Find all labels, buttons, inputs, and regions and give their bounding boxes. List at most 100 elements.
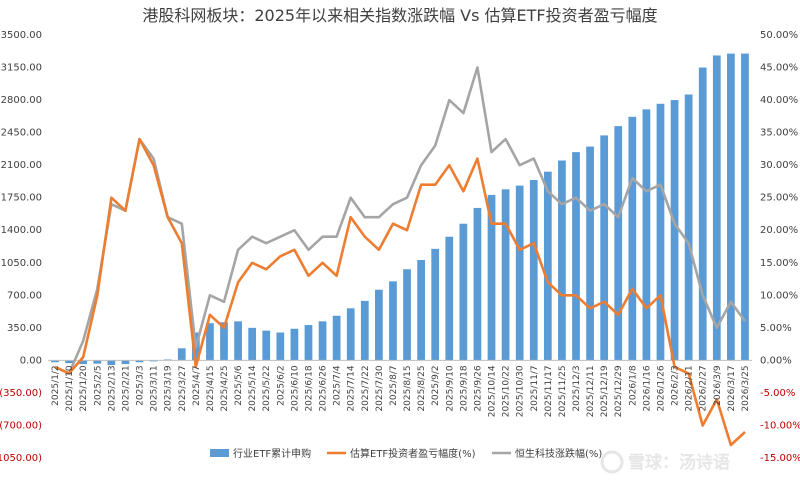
x-tick-label: 2025/12/19 (600, 365, 610, 417)
bar (135, 360, 144, 363)
y-right-tick-label: 10.00% (760, 290, 798, 301)
x-tick-label: 2025/4/7 (192, 365, 202, 405)
x-tick-label: 2026/1/8 (628, 365, 638, 406)
x-tick-label: 2025/5/6 (234, 365, 244, 406)
x-tick-label: 2025/11/25 (558, 365, 568, 417)
bar (670, 100, 679, 361)
x-tick-label: 2025/12/11 (586, 365, 596, 417)
x-tick-label: 2025/6/26 (319, 365, 329, 411)
x-tick-label: 2025/2/5 (93, 365, 103, 405)
x-tick-label: 2025/6/2 (276, 365, 286, 405)
x-tick-label: 2025/7/22 (361, 365, 371, 411)
bar (572, 152, 580, 361)
bar (360, 300, 369, 361)
bar (79, 360, 88, 365)
watermark: 雪球：汤诗语 (600, 450, 730, 474)
bar (628, 116, 637, 361)
hstech-line (54, 66, 747, 375)
x-tick-label: 2025/8/7 (389, 365, 399, 405)
bar (712, 55, 721, 361)
y-right-tick-label: 0.00% (760, 355, 792, 366)
bar (290, 328, 299, 361)
y-right-tick-label: -15.00% (760, 453, 800, 464)
bar (262, 330, 271, 361)
y-right-tick-label: 25.00% (760, 193, 798, 204)
bar (727, 53, 735, 361)
x-tick-label: 2026/1/26 (656, 365, 666, 411)
x-tick-label: 2025/1/20 (79, 365, 89, 411)
x-tick-label: 2025/7/30 (375, 365, 385, 411)
bar (417, 259, 425, 361)
legend-label: 行业ETF累计申购 (233, 447, 311, 460)
y-left-tick-label: 3500.00 (1, 30, 42, 41)
y-right-tick-label: -10.00% (760, 420, 800, 431)
bar (206, 323, 214, 361)
y-right-tick-label: 40.00% (760, 95, 798, 106)
x-tick-label: 2025/5/22 (262, 365, 272, 411)
x-tick-label: 2025/12/3 (572, 365, 582, 411)
y-right-tick-label: 50.00% (760, 30, 798, 41)
x-tick-label: 2025/2/13 (107, 365, 117, 411)
bar (698, 67, 707, 361)
x-tick-label: 2025/11/17 (544, 365, 554, 417)
y-left-tick-label: 350.00 (7, 323, 42, 334)
bar (318, 321, 327, 361)
axes: 3500.00 3150.00 2800.00 2450.00 2100.00 1750.… (0, 30, 800, 464)
bar (403, 269, 411, 361)
bar (51, 360, 59, 363)
x-tick-label: 2025/12/29 (614, 365, 624, 417)
x-tick-label: 2025/9/2 (431, 365, 441, 405)
x-tick-label: 2026/3/25 (741, 365, 751, 411)
legend-label: 恒生科技涨跌幅(%) (515, 447, 602, 460)
bar (529, 180, 538, 361)
y-left-tick-label: 1050.00 (1, 258, 42, 269)
bar (177, 348, 186, 361)
bar (121, 360, 130, 365)
y-right-tick-label: 20.00% (760, 225, 798, 236)
bar (642, 109, 651, 361)
bar (501, 189, 510, 361)
x-tick-label: 2025/10/14 (488, 365, 498, 417)
bar (459, 223, 468, 361)
y-right-tick-label: 5.00% (760, 323, 792, 334)
y-left-tick-label: 0.00 (20, 355, 42, 366)
bar (656, 103, 665, 361)
bar (445, 236, 454, 361)
bar (600, 135, 609, 361)
bar (346, 308, 355, 361)
x-tick-label: 2025/9/10 (445, 365, 455, 411)
y-left-tick-label: 1400.00 (1, 225, 42, 236)
x-tick-label: 2025/1/2 (51, 365, 61, 405)
x-tick-label: 2025/3/3 (136, 365, 146, 405)
bar (741, 53, 749, 361)
bar (543, 171, 552, 361)
x-tick-label: 2025/9/26 (473, 365, 483, 411)
bar (93, 360, 102, 364)
bar (558, 160, 566, 361)
bar (515, 185, 524, 361)
x-tick-label: 2026/2/3 (671, 365, 681, 405)
y-left-tick-label: 1750.00 (1, 193, 42, 204)
bar (107, 360, 116, 366)
x-tick-label: 2025/7/14 (347, 365, 357, 411)
etf-pnl-line (54, 137, 746, 447)
y-right-tick-label: 30.00% (760, 160, 798, 171)
x-tick-label: 2025/5/14 (248, 365, 258, 411)
bar (248, 327, 257, 361)
chart-title: 港股科网板块：2025年以来相关指数涨跌幅 Vs 估算ETF投资者盈亏幅度 (142, 6, 657, 25)
y-left-tick-label: 3150.00 (1, 63, 42, 74)
line-series (54, 66, 747, 447)
x-tick-label: 2025/8/15 (403, 365, 413, 411)
bar (586, 146, 594, 361)
x-tick-label: 2025/3/19 (164, 365, 174, 411)
bar (684, 94, 693, 361)
bar (276, 332, 285, 361)
y-left-tick-label: 2450.00 (1, 128, 42, 139)
bar-series (51, 53, 749, 366)
x-tick-label: 2025/4/25 (220, 365, 230, 411)
x-tick-label: 2026/1/16 (642, 365, 652, 411)
bar (304, 325, 313, 361)
x-tick-label: 2026/2/27 (699, 365, 709, 411)
bar (487, 194, 496, 361)
